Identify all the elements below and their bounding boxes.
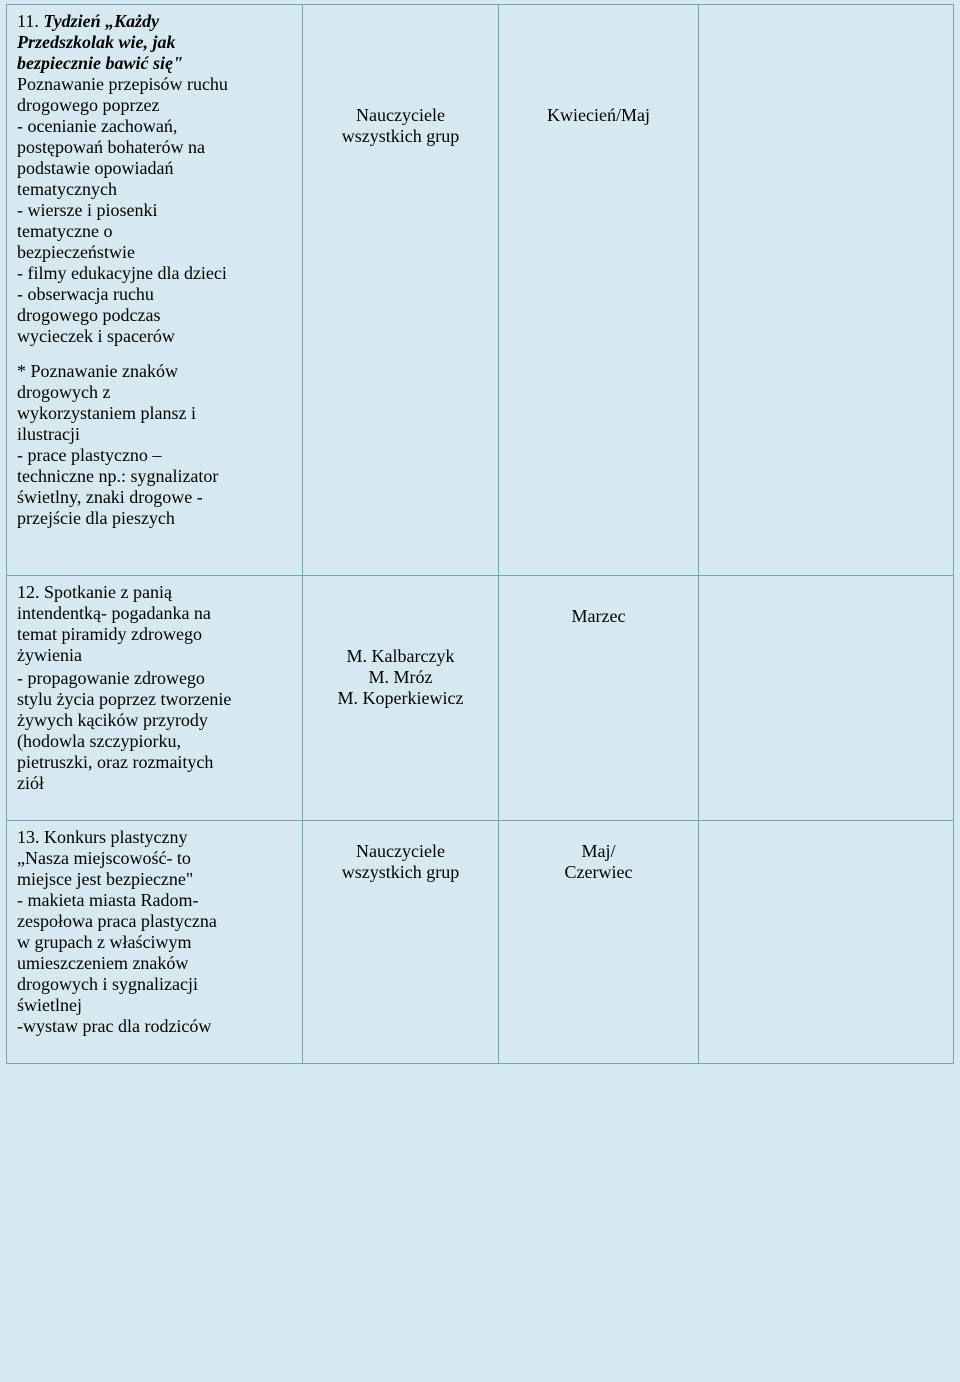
desc-line: - ocenianie zachowań, — [17, 116, 292, 137]
desc-line: drogowego podczas — [17, 305, 292, 326]
cell-timeframe: Maj/ Czerwiec — [499, 821, 699, 1064]
cell-description: 13. Konkurs plastyczny „Nasza miejscowoś… — [7, 821, 303, 1064]
table-row: 12. Spotkanie z panią intendentką- pogad… — [7, 576, 954, 821]
desc-line: stylu życia poprzez tworzenie — [17, 689, 292, 710]
table-row: 13. Konkurs plastyczny „Nasza miejscowoś… — [7, 821, 954, 1064]
timeframe-line: Maj/ — [509, 841, 688, 862]
timeframe-line: Czerwiec — [509, 862, 688, 883]
desc-line: - filmy edukacyjne dla dzieci — [17, 263, 292, 284]
responsible-line: wszystkich grup — [313, 862, 488, 883]
cell-description: 11. Tydzień „Każdy Przedszkolak wie, jak… — [7, 5, 303, 576]
desc-line: drogowego poprzez — [17, 95, 292, 116]
plan-table: 11. Tydzień „Każdy Przedszkolak wie, jak… — [6, 4, 954, 1064]
desc-line: drogowych i sygnalizacji — [17, 974, 292, 995]
cell-responsible: Nauczyciele wszystkich grup — [303, 821, 499, 1064]
desc-line: - makieta miasta Radom- — [17, 890, 292, 911]
desc-line: - obserwacja ruchu — [17, 284, 292, 305]
title-prefix: 11. Tydzień „Każdy — [17, 11, 159, 31]
cell-description: 12. Spotkanie z panią intendentką- pogad… — [7, 576, 303, 821]
description-block: Poznawanie przepisów ruchu drogowego pop… — [17, 74, 292, 347]
desc-line: (hodowla szczypiorku, — [17, 731, 292, 752]
table-wrap: 11. Tydzień „Każdy Przedszkolak wie, jak… — [0, 0, 960, 1068]
timeframe-line: Kwiecień/Maj — [509, 105, 688, 126]
desc-line: bezpieczeństwie — [17, 242, 292, 263]
desc-line: 12. Spotkanie z panią — [17, 582, 292, 603]
desc-line: wykorzystaniem plansz i — [17, 403, 292, 424]
desc-line: - wiersze i piosenki — [17, 200, 292, 221]
desc-line: świetlny, znaki drogowe - — [17, 487, 292, 508]
responsible-line: wszystkich grup — [313, 126, 488, 147]
desc-line: wycieczek i spacerów — [17, 326, 292, 347]
desc-line: umieszczeniem znaków — [17, 953, 292, 974]
cell-responsible: Nauczyciele wszystkich grup — [303, 5, 499, 576]
cell-empty — [699, 5, 954, 576]
cell-empty — [699, 576, 954, 821]
desc-line: przejście dla pieszych — [17, 508, 292, 529]
desc-line: podstawie opowiadań — [17, 158, 292, 179]
cell-empty — [699, 821, 954, 1064]
cell-responsible: M. Kalbarczyk M. Mróz M. Koperkiewicz — [303, 576, 499, 821]
desc-line: Poznawanie przepisów ruchu — [17, 74, 292, 95]
timeframe-line: Marzec — [509, 606, 688, 627]
desc-line: pietruszki, oraz rozmaitych — [17, 752, 292, 773]
responsible-line: M. Mróz — [313, 667, 488, 688]
desc-line: techniczne np.: sygnalizator — [17, 466, 292, 487]
cell-timeframe: Kwiecień/Maj — [499, 5, 699, 576]
responsible-line: Nauczyciele — [313, 105, 488, 126]
desc-line: „Nasza miejscowość- to — [17, 848, 292, 869]
desc-line: 13. Konkurs plastyczny — [17, 827, 292, 848]
desc-line: zespołowa praca plastyczna — [17, 911, 292, 932]
desc-line: - propagowanie zdrowego — [17, 668, 292, 689]
desc-line: świetlnej — [17, 995, 292, 1016]
row-title-line: bezpiecznie bawić się" — [17, 53, 292, 74]
table-row: 11. Tydzień „Każdy Przedszkolak wie, jak… — [7, 5, 954, 576]
title-block: 11. Tydzień „Każdy Przedszkolak wie, jak… — [17, 11, 292, 74]
desc-line: miejsce jest bezpieczne" — [17, 869, 292, 890]
responsible-line: Nauczyciele — [313, 841, 488, 862]
desc-line: ilustracji — [17, 424, 292, 445]
description-block: 12. Spotkanie z panią intendentką- pogad… — [17, 582, 292, 666]
desc-line: * Poznawanie znaków — [17, 361, 292, 382]
desc-line: - prace plastyczno – — [17, 445, 292, 466]
description-block: 13. Konkurs plastyczny „Nasza miejscowoś… — [17, 827, 292, 1037]
desc-line: intendentką- pogadanka na — [17, 603, 292, 624]
desc-line: postępowań bohaterów na — [17, 137, 292, 158]
description-block: - propagowanie zdrowego stylu życia popr… — [17, 668, 292, 794]
desc-line: żywych kącików przyrody — [17, 710, 292, 731]
desc-line: drogowych z — [17, 382, 292, 403]
responsible-line: M. Koperkiewicz — [313, 688, 488, 709]
row-title-line: Przedszkolak wie, jak — [17, 32, 292, 53]
cell-timeframe: Marzec — [499, 576, 699, 821]
desc-line: ziół — [17, 773, 292, 794]
row-title-line: 11. Tydzień „Każdy — [17, 11, 292, 32]
desc-line: tematyczne o — [17, 221, 292, 242]
description-block: * Poznawanie znaków drogowych z wykorzys… — [17, 361, 292, 529]
desc-line: tematycznych — [17, 179, 292, 200]
desc-line: temat piramidy zdrowego — [17, 624, 292, 645]
desc-line: -wystaw prac dla rodziców — [17, 1016, 292, 1037]
desc-line: żywienia — [17, 645, 292, 666]
desc-line: w grupach z właściwym — [17, 932, 292, 953]
responsible-line: M. Kalbarczyk — [313, 646, 488, 667]
